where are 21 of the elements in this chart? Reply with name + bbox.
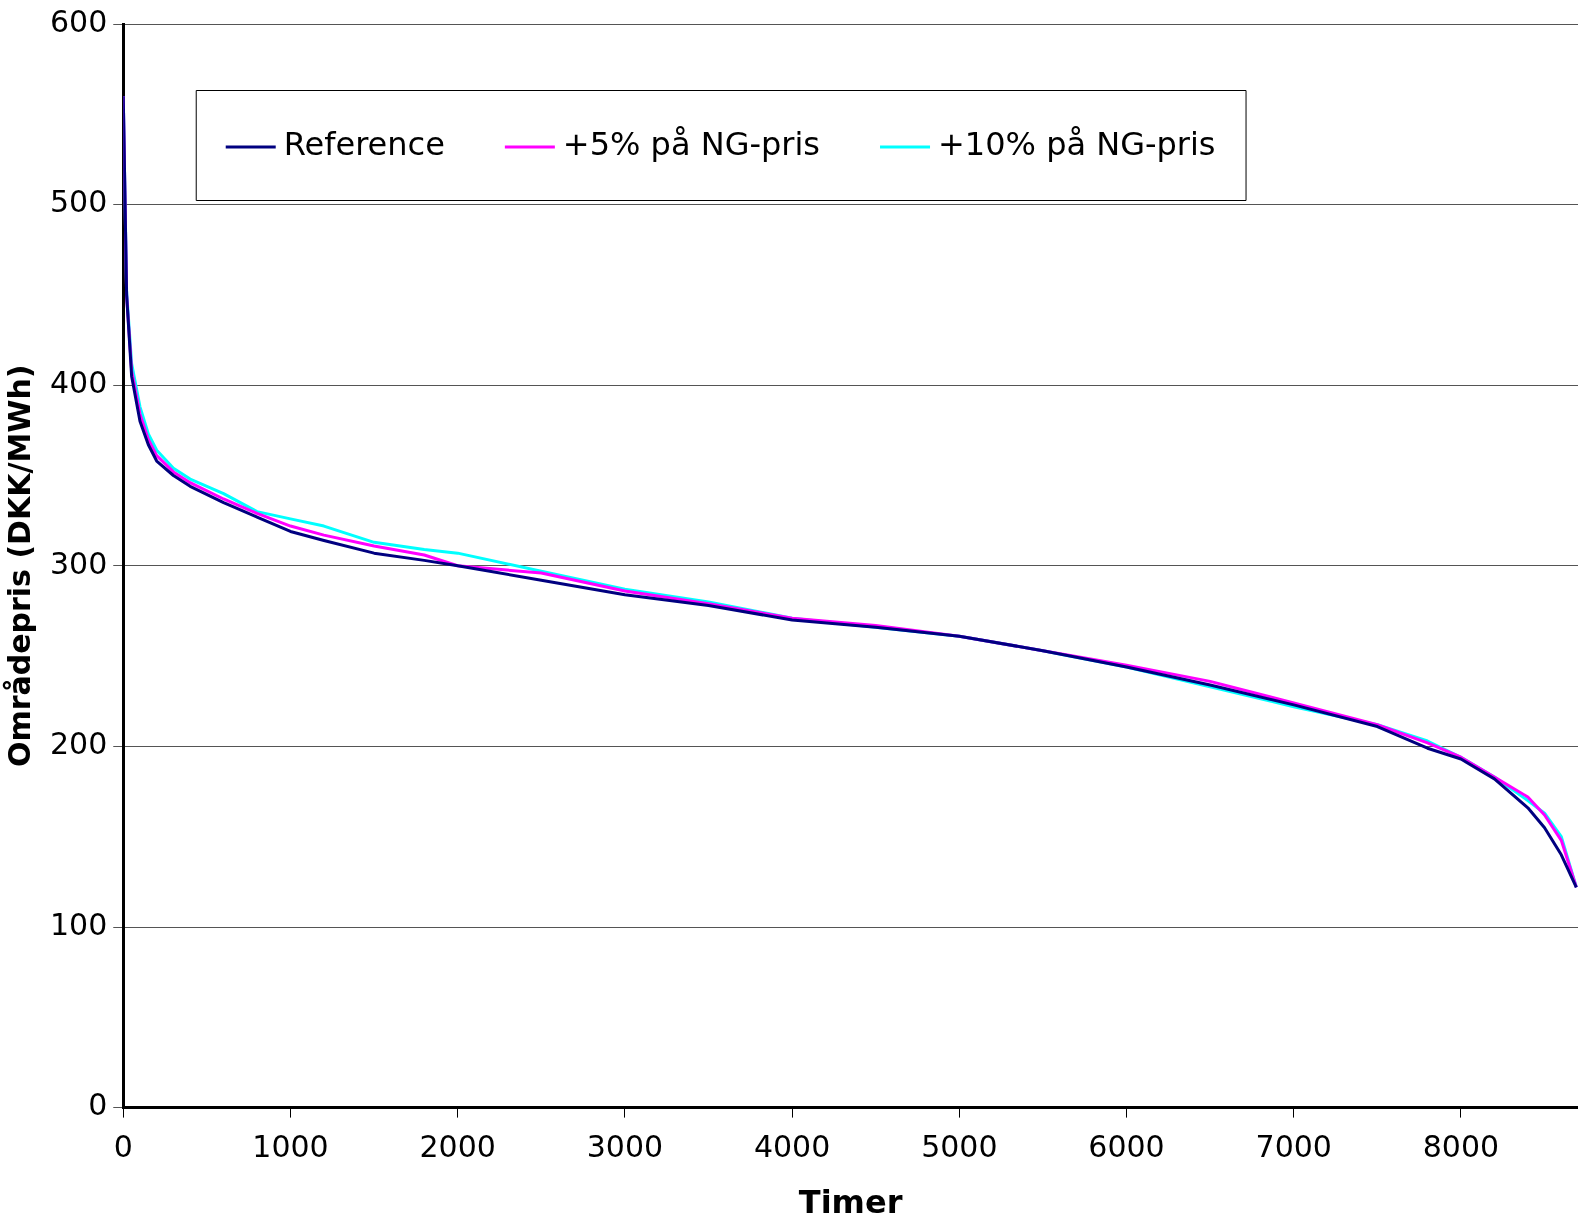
x-tick-label: 4000: [753, 1129, 831, 1165]
x-tick-label: 3000: [586, 1129, 664, 1165]
x-tick-label: 6000: [1088, 1129, 1165, 1165]
y-tick-label: 200: [50, 726, 108, 762]
x-tick-label: 2000: [419, 1129, 496, 1165]
y-axis-title: Områdepris (DKK/MWh): [1, 364, 37, 768]
x-tick-label: 1000: [252, 1129, 329, 1165]
y-tick-label: 300: [50, 545, 108, 581]
legend-label: +10% på NG-pris: [938, 125, 1216, 164]
legend-label: Reference: [283, 125, 445, 164]
y-tick-label: 400: [50, 365, 108, 400]
x-tick-label: 7000: [1255, 1129, 1332, 1165]
y-tick-label: 0: [88, 1087, 108, 1123]
legend-label: +5% på NG-pris: [562, 125, 821, 164]
x-axis-title: Timer: [798, 1183, 903, 1222]
x-tick-label: 0: [113, 1129, 133, 1165]
y-tick-label: 500: [50, 184, 108, 220]
y-tick-label: 100: [50, 906, 108, 942]
y-tick-label: 600: [50, 3, 108, 39]
x-tick-label: 5000: [921, 1129, 998, 1165]
x-tick-label: 8000: [1422, 1129, 1500, 1165]
